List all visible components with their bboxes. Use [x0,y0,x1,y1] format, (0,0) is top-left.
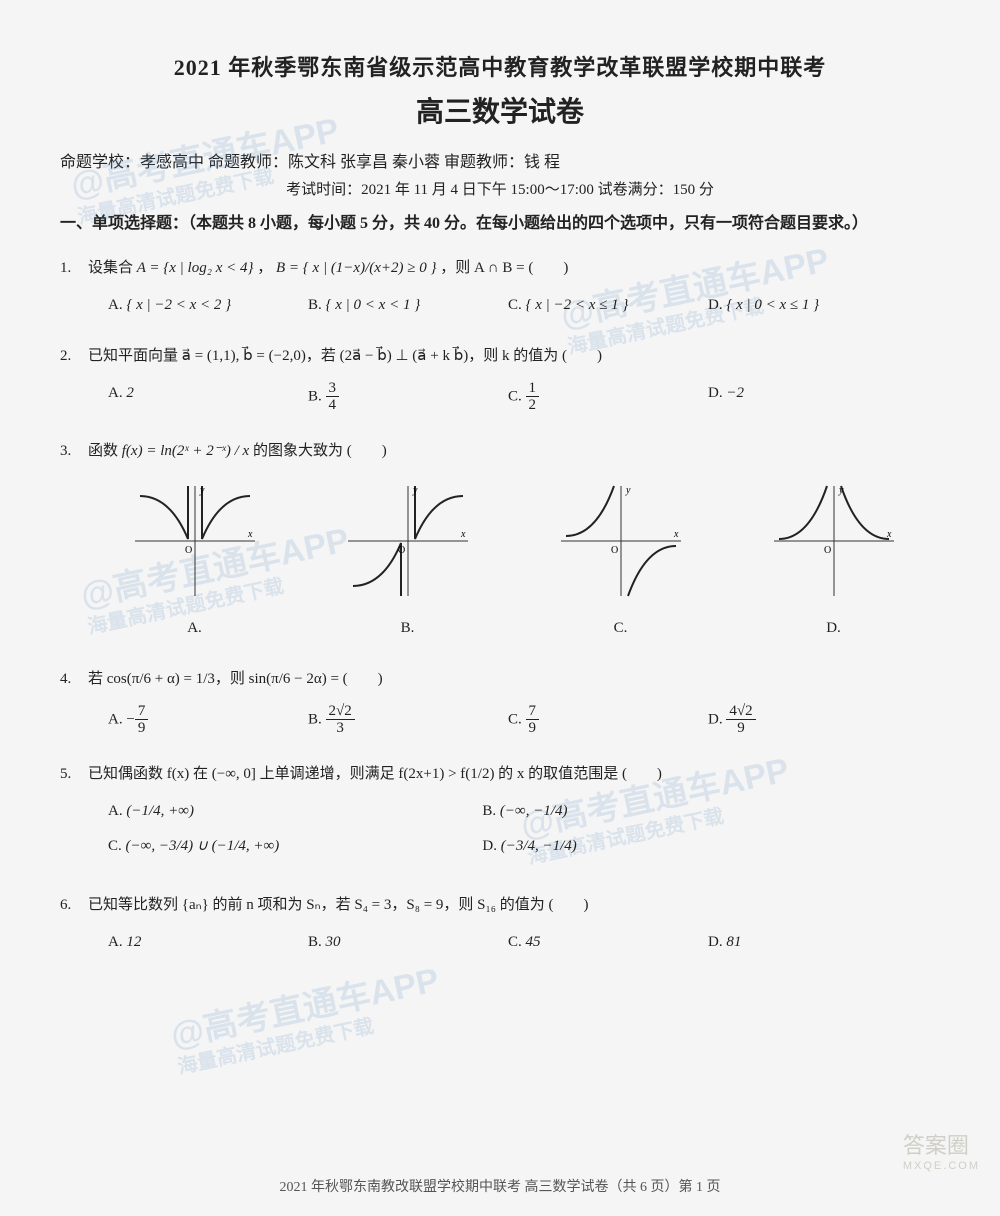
svg-text:O: O [185,545,192,556]
question-3: 3. 函数 f(x) = ln(2ˣ + 2⁻ˣ) / x 的图象大致为 ( )… [60,438,940,642]
q3-label-b: B. [343,615,473,642]
q1-text-before: 设集合 [88,260,137,276]
q5-option-d: D. (−3/4, −1/4) [482,833,856,860]
q3-label-c: C. [556,615,686,642]
q3-func: f(x) = ln(2ˣ + 2⁻ˣ) / x [122,443,249,459]
q3-label-d: D. [769,615,899,642]
q3-graph-d: x y O D. [769,481,899,642]
q6-text: 已知等比数列 {aₙ} 的前 n 项和为 Sₙ，若 S₄ = 3，S₈ = 9，… [88,897,588,913]
svg-text:y: y [625,485,631,496]
q4-option-b: B. 2√23 [308,703,468,737]
q1-set-a: A = {x | log₂ x < 4} [137,260,254,276]
svg-text:y: y [412,485,418,496]
q1-text-after: ，则 A ∩ B = ( ) [440,260,568,276]
q3-number: 3. [60,438,71,465]
q3-graph-c: x y O C. [556,481,686,642]
q1-option-d: D. { x | 0 < x ≤ 1 } [708,292,868,319]
q1-option-b: B. { x | 0 < x < 1 } [308,292,468,319]
q4-text: 若 cos(π/6 + α) = 1/3，则 sin(π/6 − 2α) = (… [88,671,383,687]
svg-text:O: O [398,545,405,556]
question-2: 2. 已知平面向量 a⃗ = (1,1), b⃗ = (−2,0)，若 (2a⃗… [60,343,940,414]
site-badge: 答案圈 MXQE.COM [903,1128,980,1172]
q1-option-a: A. { x | −2 < x < 2 } [108,292,268,319]
q4-option-d: D. 4√29 [708,703,868,737]
graph-b-svg: x y O [343,481,473,601]
q1-text-mid: ， [257,260,272,276]
q1-set-b: B = { x | (1−x)/(x+2) ≥ 0 } [276,260,437,276]
school-teacher-line: 命题学校：孝感高中 命题教师：陈文科 张享昌 秦小蓉 审题教师：钱 程 [60,148,940,172]
question-4: 4. 若 cos(π/6 + α) = 1/3，则 sin(π/6 − 2α) … [60,666,940,737]
q6-option-b: B. 30 [308,929,468,956]
q4-option-c: C. 79 [508,703,668,737]
q6-option-d: D. 81 [708,929,868,956]
q4-number: 4. [60,666,71,693]
watermark: @高考直通车APP 海量高清试题免费下载 [165,952,447,1079]
svg-text:x: x [460,529,466,540]
question-5: 5. 已知偶函数 f(x) 在 (−∞, 0] 上单调递增，则满足 f(2x+1… [60,761,940,868]
graph-a-svg: x y O [130,481,260,601]
exam-time-line: 考试时间：2021 年 11 月 4 日下午 15:00～17:00 试卷满分：… [60,178,940,199]
graph-c-svg: x y O [556,481,686,601]
q1-option-c: C. { x | −2 < x ≤ 1 } [508,292,668,319]
q2-option-b: B. 34 [308,380,468,414]
q5-text: 已知偶函数 f(x) 在 (−∞, 0] 上单调递增，则满足 f(2x+1) >… [88,766,662,782]
q5-option-c: C. (−∞, −3/4) ∪ (−1/4, +∞) [108,833,482,860]
q2-option-c: C. 12 [508,380,668,414]
q5-option-b: B. (−∞, −1/4) [482,798,856,825]
q3-graph-a: x y O A. [130,481,260,642]
svg-text:O: O [824,545,831,556]
q6-option-c: C. 45 [508,929,668,956]
q3-graph-b: x y O B. [343,481,473,642]
svg-text:y: y [838,485,844,496]
graph-d-svg: x y O [769,481,899,601]
exam-title-sub: 高三数学试卷 [60,90,940,130]
q1-number: 1. [60,255,71,282]
q4-option-a: A. −79 [108,703,268,737]
q2-text: 已知平面向量 a⃗ = (1,1), b⃗ = (−2,0)，若 (2a⃗ − … [88,348,602,364]
q6-number: 6. [60,892,71,919]
q6-option-a: A. 12 [108,929,268,956]
question-6: 6. 已知等比数列 {aₙ} 的前 n 项和为 Sₙ，若 S₄ = 3，S₈ =… [60,892,940,956]
q2-option-a: A. 2 [108,380,268,414]
q3-text-after: 的图象大致为 ( ) [253,443,387,459]
svg-text:x: x [673,529,679,540]
q2-option-d: D. −2 [708,380,868,414]
question-1: 1. 设集合 A = {x | log₂ x < 4} ， B = { x | … [60,255,940,319]
q3-label-a: A. [130,615,260,642]
svg-text:O: O [611,545,618,556]
q5-option-a: A. (−1/4, +∞) [108,798,482,825]
svg-text:x: x [247,529,253,540]
q3-text-before: 函数 [88,443,122,459]
page-footer: 2021 年秋鄂东南教改联盟学校期中联考 高三数学试卷（共 6 页）第 1 页 [0,1176,1000,1196]
svg-text:x: x [886,529,892,540]
exam-title-main: 2021 年秋季鄂东南省级示范高中教育教学改革联盟学校期中联考 [60,50,940,82]
q5-number: 5. [60,761,71,788]
svg-text:y: y [199,485,205,496]
section-1-heading: 一、单项选择题：（本题共 8 小题，每小题 5 分，共 40 分。在每小题给出的… [60,211,940,237]
q2-number: 2. [60,343,71,370]
